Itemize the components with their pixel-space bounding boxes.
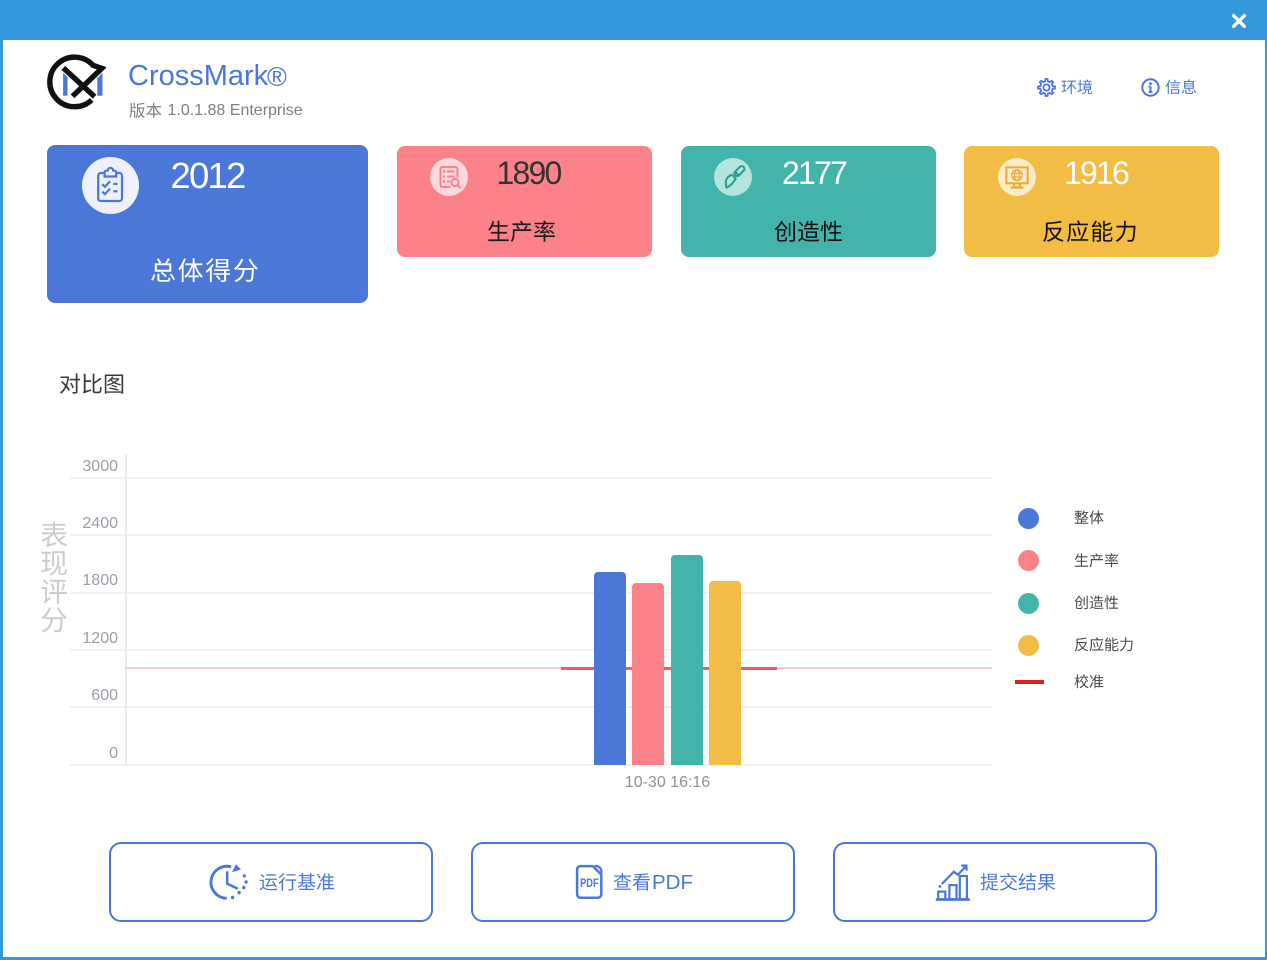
svg-text:PDF: PDF <box>580 876 599 890</box>
